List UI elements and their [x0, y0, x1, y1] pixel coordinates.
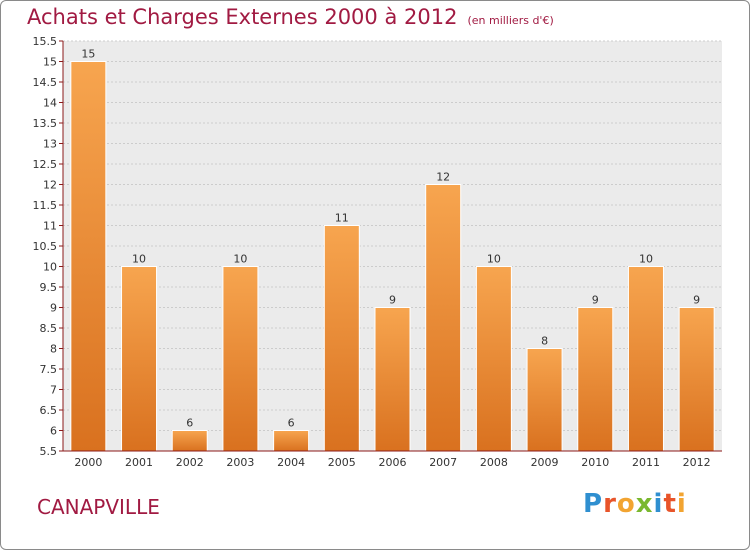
x-tick-label-2005: 2005	[328, 456, 356, 469]
x-tick-label-2007: 2007	[429, 456, 457, 469]
bar-2010	[577, 307, 614, 452]
title-block: Achats et Charges Externes 2000 à 2012 (e…	[27, 5, 554, 29]
bar-2001	[121, 266, 158, 452]
y-tick-label: 12	[43, 179, 57, 192]
value-label-2012: 9	[693, 294, 700, 307]
bar-2003	[222, 266, 259, 452]
bar-2009	[526, 348, 563, 452]
bar-2004	[273, 430, 310, 452]
logo-letter: r	[603, 489, 617, 519]
x-tick-label-2012: 2012	[683, 456, 711, 469]
y-tick-label: 6	[50, 425, 57, 438]
x-tick-label-2003: 2003	[226, 456, 254, 469]
y-tick-label: 14.5	[33, 76, 58, 89]
y-tick-label: 10.5	[33, 240, 58, 253]
bar-2000	[70, 61, 107, 452]
y-tick-label: 8	[50, 343, 57, 356]
x-tick-label-2009: 2009	[531, 456, 559, 469]
chart-subtitle: (en milliers d'€)	[467, 14, 554, 27]
value-label-2004: 6	[288, 417, 295, 430]
bar-2005	[323, 225, 360, 452]
y-tick-label: 11	[43, 220, 57, 233]
logo-letter: o	[616, 489, 636, 519]
value-label-2005: 11	[335, 212, 349, 225]
value-label-2011: 10	[639, 253, 653, 266]
y-tick-label: 11.5	[33, 199, 58, 212]
bar-2002	[171, 430, 208, 452]
x-tick-label-2011: 2011	[632, 456, 660, 469]
value-label-2008: 10	[487, 253, 501, 266]
bar-2012	[678, 307, 715, 452]
logo-letter: t	[663, 489, 677, 519]
y-tick-label: 14	[43, 97, 57, 110]
y-tick-label: 8.5	[40, 322, 58, 335]
chart-title: Achats et Charges Externes 2000 à 2012	[27, 5, 458, 29]
y-tick-label: 13	[43, 138, 57, 151]
proxiti-logo: Proxiti	[583, 489, 687, 519]
y-tick-label: 15	[43, 56, 57, 69]
x-tick-label-2004: 2004	[277, 456, 305, 469]
town-name: CANAPVILLE	[37, 495, 160, 519]
y-tick-label: 13.5	[33, 117, 58, 130]
value-label-2003: 10	[233, 253, 247, 266]
x-tick-label-2010: 2010	[581, 456, 609, 469]
bar-2011	[627, 266, 664, 452]
value-label-2000: 15	[81, 48, 95, 61]
y-tick-label: 12.5	[33, 158, 58, 171]
y-tick-label: 7	[50, 384, 57, 397]
y-tick-label: 5.5	[40, 445, 58, 458]
bar-2007	[425, 184, 462, 452]
value-label-2007: 12	[436, 171, 450, 184]
value-label-2006: 9	[389, 294, 396, 307]
logo-letter: P	[583, 489, 604, 519]
bar-2006	[374, 307, 411, 452]
value-label-2010: 9	[592, 294, 599, 307]
y-tick-label: 6.5	[40, 404, 58, 417]
x-tick-label-2000: 2000	[74, 456, 102, 469]
y-tick-label: 7.5	[40, 363, 58, 376]
y-tick-label: 9	[50, 302, 57, 315]
value-label-2001: 10	[132, 253, 146, 266]
value-label-2009: 8	[541, 335, 548, 348]
y-tick-label: 9.5	[40, 281, 58, 294]
y-tick-label: 15.5	[33, 35, 58, 48]
value-label-2002: 6	[186, 417, 193, 430]
x-tick-label-2006: 2006	[379, 456, 407, 469]
logo-letter: i	[676, 489, 687, 519]
logo-letter: i	[653, 489, 664, 519]
logo-letter: x	[635, 489, 654, 519]
y-tick-label: 10	[43, 261, 57, 274]
x-tick-label-2002: 2002	[176, 456, 204, 469]
x-tick-label-2008: 2008	[480, 456, 508, 469]
x-tick-label-2001: 2001	[125, 456, 153, 469]
bar-2008	[475, 266, 512, 452]
